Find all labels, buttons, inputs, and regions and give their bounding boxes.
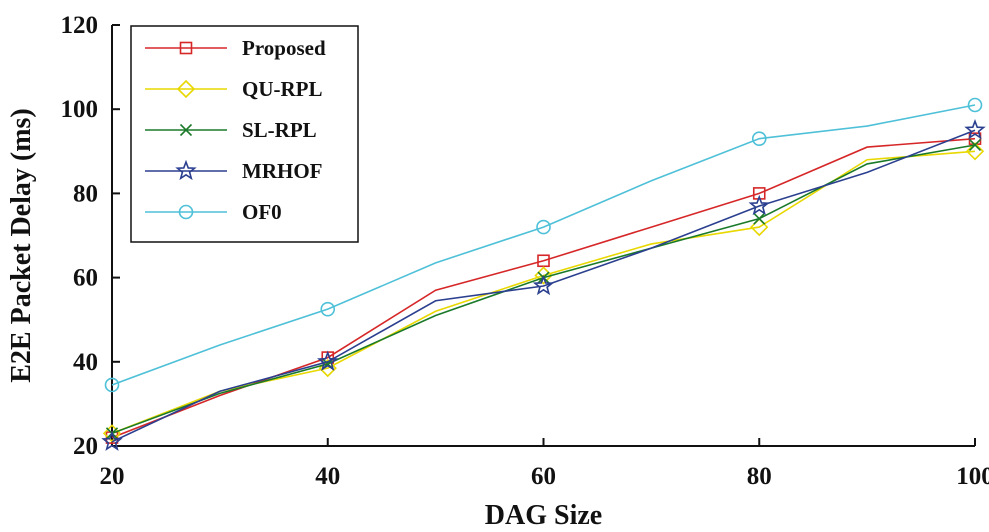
data-point-mrhof bbox=[101, 430, 123, 451]
legend: Proposed QU-RPL SL-RPL MRHOF OF0 bbox=[130, 25, 359, 243]
legend-item-mrhof: MRHOF bbox=[145, 159, 322, 183]
y-axis-title: E2E Packet Delay (ms) bbox=[6, 108, 37, 383]
plot-area: 20 40 60 80 100 120 20 40 60 80 100 bbox=[61, 12, 989, 490]
legend-box bbox=[130, 25, 359, 243]
legend-label: SL-RPL bbox=[242, 118, 317, 142]
legend-label: OF0 bbox=[242, 200, 282, 224]
data-point-mrhof bbox=[748, 194, 770, 216]
series-layer bbox=[101, 97, 986, 451]
y-tick-label: 100 bbox=[61, 96, 99, 123]
x-tick-label: 80 bbox=[747, 463, 772, 490]
x-axis-ticks: 20 40 60 80 100 bbox=[100, 438, 989, 490]
series-of0 bbox=[104, 97, 983, 393]
data-point-sl-rpl bbox=[753, 212, 766, 225]
y-tick-label: 60 bbox=[73, 265, 98, 292]
x-tick-label: 40 bbox=[315, 463, 340, 490]
legend-swatch-marker bbox=[179, 41, 193, 55]
data-point-of0 bbox=[104, 377, 120, 393]
y-tick-label: 80 bbox=[73, 180, 98, 207]
series-mrhof bbox=[101, 118, 986, 451]
data-point-qu-rpl bbox=[965, 142, 985, 161]
x-axis-title: DAG Size bbox=[485, 500, 602, 531]
legend-swatch-marker bbox=[179, 123, 193, 137]
data-point-qu-rpl bbox=[750, 217, 769, 237]
legend-item-qu-rpl: QU-RPL bbox=[145, 77, 323, 101]
x-tick-label: 60 bbox=[531, 463, 556, 490]
data-point-proposed bbox=[537, 254, 550, 268]
data-point-mrhof bbox=[964, 118, 986, 140]
series-line-of0 bbox=[111, 104, 976, 386]
y-tick-label: 20 bbox=[73, 433, 98, 460]
legend-label: Proposed bbox=[242, 36, 326, 60]
x-tick-label: 20 bbox=[100, 463, 125, 490]
legend-items: Proposed QU-RPL SL-RPL MRHOF OF0 bbox=[145, 36, 326, 224]
data-point-mrhof bbox=[317, 350, 339, 371]
data-point-of0 bbox=[751, 131, 767, 146]
x-tick-label: 100 bbox=[956, 463, 989, 490]
data-point-of0 bbox=[536, 219, 551, 235]
y-tick-label: 120 bbox=[61, 12, 99, 39]
legend-label: QU-RPL bbox=[242, 77, 323, 101]
legend-label: MRHOF bbox=[242, 159, 322, 183]
legend-item-sl-rpl: SL-RPL bbox=[145, 118, 317, 142]
data-point-mrhof bbox=[532, 274, 555, 296]
y-axis-ticks: 20 40 60 80 100 120 bbox=[61, 12, 120, 460]
series-line-mrhof bbox=[111, 129, 976, 443]
legend-swatch-marker bbox=[175, 159, 197, 181]
y-tick-label: 40 bbox=[73, 349, 98, 376]
data-point-of0 bbox=[967, 97, 983, 113]
legend-swatch-marker bbox=[176, 79, 196, 99]
legend-item-of0: OF0 bbox=[145, 200, 282, 224]
legend-swatch-marker bbox=[178, 204, 194, 220]
data-point-of0 bbox=[320, 301, 336, 317]
legend-item-proposed: Proposed bbox=[145, 36, 326, 60]
data-point-sl-rpl bbox=[968, 138, 982, 152]
